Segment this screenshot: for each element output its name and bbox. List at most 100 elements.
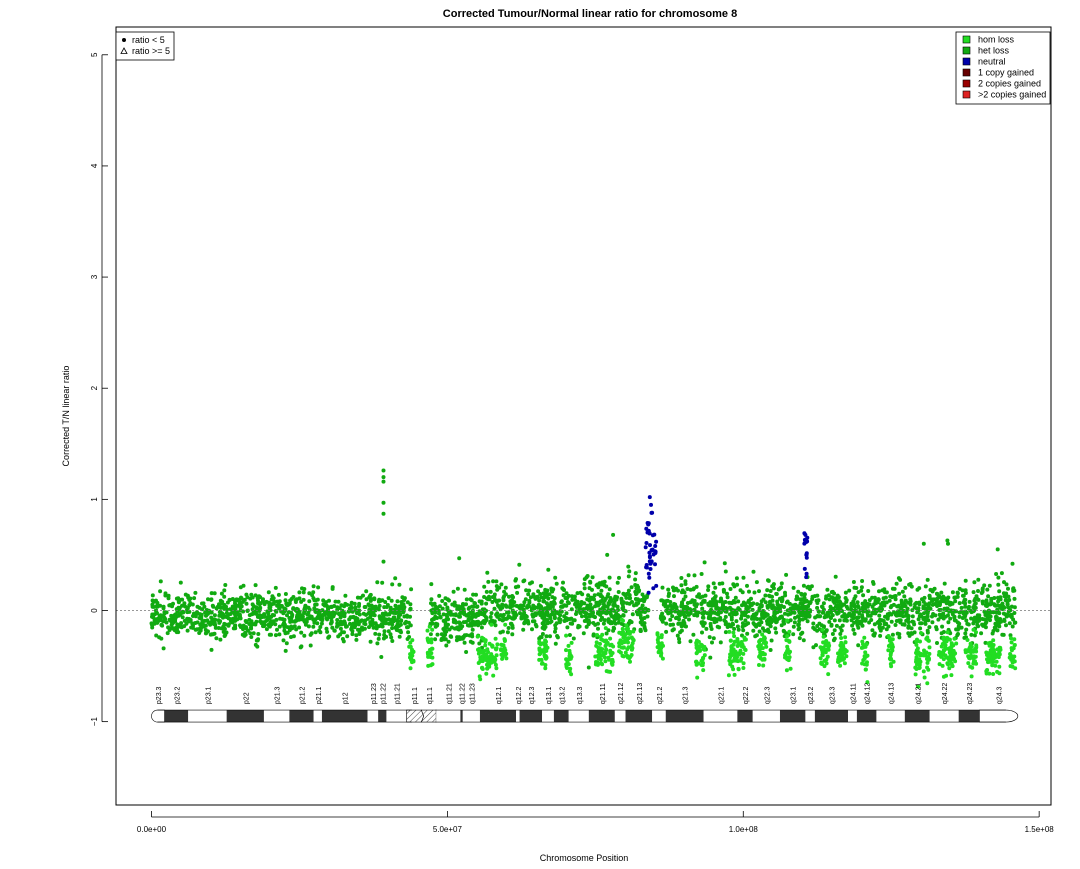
data-point [941, 651, 946, 656]
data-point [588, 579, 593, 584]
data-point [764, 644, 769, 649]
data-point [735, 624, 740, 629]
data-point [548, 620, 553, 625]
data-point [706, 588, 711, 592]
band-label: q13.2 [559, 686, 566, 704]
data-point [910, 614, 915, 619]
data-point [834, 604, 839, 608]
data-point [517, 562, 522, 567]
data-point [984, 620, 989, 625]
data-point [948, 616, 953, 621]
data-point [973, 646, 978, 651]
data-point [751, 569, 756, 574]
data-point [976, 577, 981, 582]
data-point [577, 604, 582, 609]
data-point [980, 601, 985, 606]
data-point [387, 617, 391, 622]
data-point [464, 650, 469, 654]
data-point [564, 648, 568, 653]
data-point [714, 602, 719, 607]
data-point [342, 621, 347, 625]
data-point [852, 585, 857, 590]
data-point [249, 625, 253, 630]
data-point [383, 600, 388, 604]
data-point [476, 619, 481, 624]
data-point [240, 599, 245, 604]
data-point [853, 594, 858, 599]
data-point [1009, 636, 1013, 641]
data-point [484, 589, 489, 594]
data-point [354, 633, 359, 638]
data-point [519, 614, 524, 619]
data-point [913, 665, 918, 670]
data-point [381, 475, 386, 480]
data-point [725, 591, 729, 596]
data-point [728, 638, 733, 643]
data-point [725, 595, 730, 600]
data-point [242, 633, 247, 638]
data-point [500, 614, 505, 619]
data-point [271, 596, 276, 601]
data-point [733, 649, 738, 654]
data-point [377, 632, 382, 637]
data-point [996, 575, 1001, 580]
data-point [544, 601, 549, 606]
data-point [159, 636, 164, 641]
data-point [166, 625, 171, 630]
data-point [851, 580, 856, 584]
data-point [212, 613, 217, 618]
data-point [880, 625, 885, 630]
data-point [980, 617, 985, 621]
data-point [635, 586, 640, 591]
data-point [823, 613, 828, 618]
data-point [997, 664, 1002, 669]
data-point [728, 660, 733, 665]
data-point [830, 632, 835, 636]
data-point [740, 621, 745, 626]
data-point [896, 576, 901, 581]
data-point [570, 597, 575, 602]
data-point [688, 639, 693, 644]
data-point [606, 592, 611, 597]
data-point [189, 625, 194, 630]
data-point [324, 616, 329, 621]
data-point [800, 607, 805, 612]
data-point [838, 632, 843, 636]
data-point [963, 648, 968, 653]
data-point [760, 613, 765, 618]
data-point [453, 613, 458, 618]
data-point [433, 637, 438, 642]
data-point [695, 644, 700, 648]
data-point [974, 643, 979, 648]
data-point [467, 611, 471, 616]
data-point [819, 623, 824, 628]
data-point [944, 606, 949, 611]
data-point [302, 587, 307, 591]
data-point [214, 606, 219, 611]
data-point [670, 614, 675, 619]
data-point [884, 600, 889, 605]
data-point [364, 597, 369, 602]
data-point [293, 600, 298, 604]
data-point [218, 619, 223, 624]
data-point [249, 612, 254, 617]
data-point [211, 617, 216, 622]
data-point [408, 602, 413, 607]
data-point [962, 635, 967, 640]
data-point [321, 598, 326, 603]
data-point [604, 642, 609, 647]
data-point [430, 602, 435, 607]
data-point [615, 580, 620, 585]
data-point [489, 611, 494, 616]
data-point [409, 656, 414, 661]
data-point [649, 502, 653, 507]
data-point [472, 622, 477, 627]
data-point [863, 650, 868, 655]
data-point [842, 651, 847, 656]
data-point [476, 651, 481, 656]
data-point [643, 545, 648, 550]
data-point [974, 594, 979, 599]
data-point [616, 590, 621, 594]
data-point [244, 620, 249, 625]
